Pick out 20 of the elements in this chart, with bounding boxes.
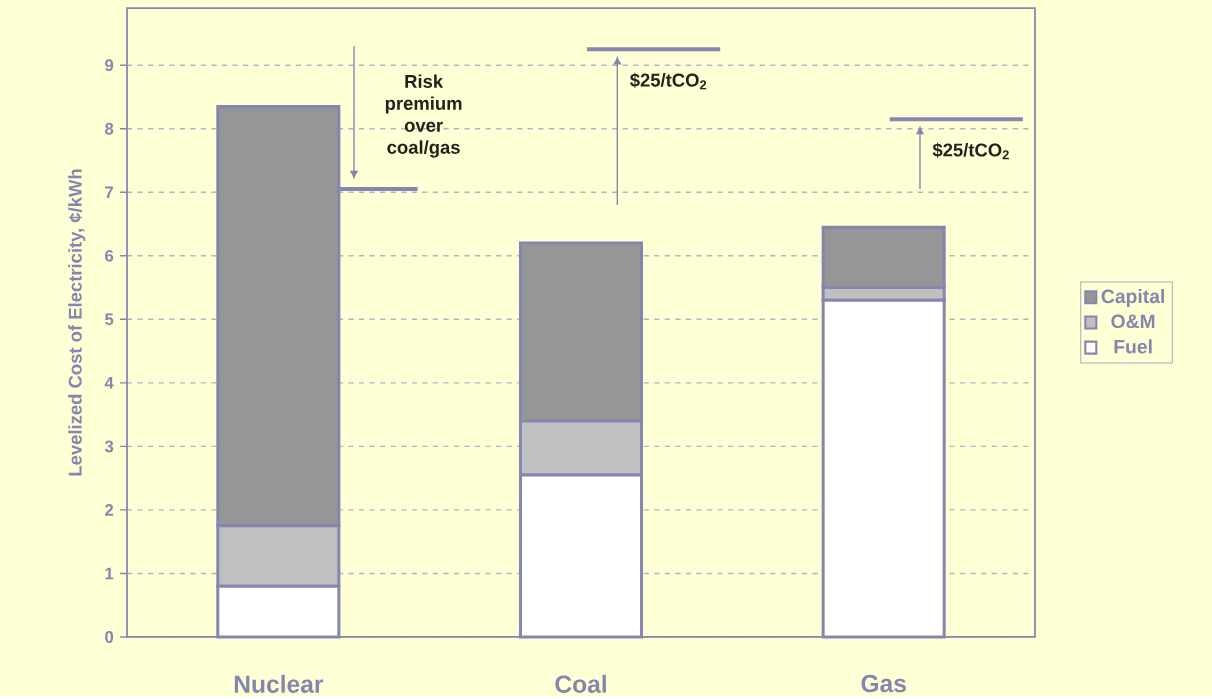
- y-tick-label: 1: [105, 567, 114, 580]
- legend-label: O&M: [1111, 314, 1155, 329]
- ref-line-label: $25/tCO$_{2}$: [630, 72, 707, 90]
- legend-label: Capital: [1101, 289, 1164, 308]
- ref-line-label: $25/tCO$_{2}$: [932, 142, 1009, 160]
- y-tick-label: 8: [105, 122, 114, 135]
- y-axis-title: Levelized Cost of Electricity, ¢/kWh: [68, 169, 86, 476]
- y-tick-label: 5: [105, 313, 114, 326]
- y-tick-label: 2: [105, 504, 114, 516]
- legend-label: Fuel: [1114, 339, 1152, 354]
- x-tick-label: Nuclear: [234, 674, 324, 694]
- y-tick-label: 7: [105, 186, 114, 199]
- ref-line-label: Risk premium over coal/gas: [385, 74, 462, 158]
- y-tick-label: 4: [104, 377, 114, 389]
- y-tick-label: 0: [105, 631, 114, 644]
- y-tick-label: 3: [104, 440, 114, 453]
- y-tick-label: 9: [105, 59, 114, 72]
- x-tick-label: Gas: [861, 674, 906, 693]
- y-tick-label: 6: [105, 250, 114, 262]
- x-tick-label: Coal: [555, 674, 606, 694]
